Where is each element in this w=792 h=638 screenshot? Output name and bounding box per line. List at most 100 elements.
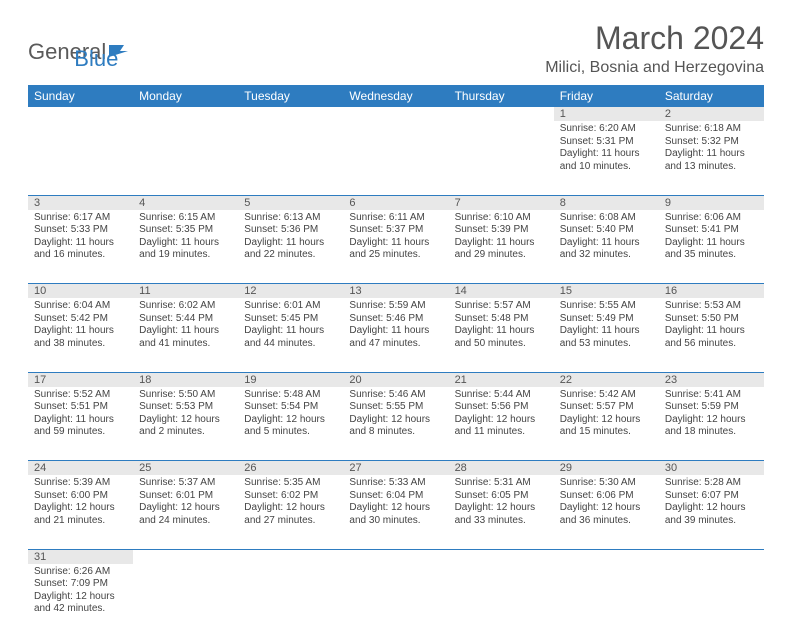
calendar-cell: Sunrise: 6:17 AMSunset: 5:33 PMDaylight:… [28, 210, 133, 284]
day-details: Sunrise: 5:57 AMSunset: 5:48 PMDaylight:… [449, 298, 554, 354]
calendar-cell: Sunrise: 5:55 AMSunset: 5:49 PMDaylight:… [554, 298, 659, 372]
calendar-row: Sunrise: 6:17 AMSunset: 5:33 PMDaylight:… [28, 210, 764, 284]
day-number-cell: 26 [238, 461, 343, 476]
calendar-cell: Sunrise: 6:01 AMSunset: 5:45 PMDaylight:… [238, 298, 343, 372]
day-number-cell: 4 [133, 195, 238, 210]
day-details: Sunrise: 5:41 AMSunset: 5:59 PMDaylight:… [659, 387, 764, 443]
day-details: Sunrise: 6:15 AMSunset: 5:35 PMDaylight:… [133, 210, 238, 266]
day-number-cell [28, 107, 133, 121]
location-text: Milici, Bosnia and Herzegovina [545, 59, 764, 77]
day-details: Sunrise: 5:39 AMSunset: 6:00 PMDaylight:… [28, 475, 133, 531]
day-details: Sunrise: 5:55 AMSunset: 5:49 PMDaylight:… [554, 298, 659, 354]
day-details: Sunrise: 5:31 AMSunset: 6:05 PMDaylight:… [449, 475, 554, 531]
weekday-header: Sunday [28, 85, 133, 107]
day-details: Sunrise: 5:33 AMSunset: 6:04 PMDaylight:… [343, 475, 448, 531]
day-number-cell [133, 107, 238, 121]
calendar-cell: Sunrise: 5:48 AMSunset: 5:54 PMDaylight:… [238, 387, 343, 461]
day-number-cell: 19 [238, 372, 343, 387]
day-details: Sunrise: 6:08 AMSunset: 5:40 PMDaylight:… [554, 210, 659, 266]
day-number-cell: 7 [449, 195, 554, 210]
day-number-cell: 15 [554, 284, 659, 299]
day-details: Sunrise: 6:17 AMSunset: 5:33 PMDaylight:… [28, 210, 133, 266]
calendar-cell [449, 121, 554, 195]
calendar-cell [133, 564, 238, 638]
daynum-row: 24252627282930 [28, 461, 764, 476]
day-number-cell: 25 [133, 461, 238, 476]
day-details: Sunrise: 6:10 AMSunset: 5:39 PMDaylight:… [449, 210, 554, 266]
day-number-cell: 13 [343, 284, 448, 299]
day-details: Sunrise: 5:35 AMSunset: 6:02 PMDaylight:… [238, 475, 343, 531]
day-details: Sunrise: 6:26 AMSunset: 7:09 PMDaylight:… [28, 564, 133, 620]
header: General Blue March 2024 Milici, Bosnia a… [28, 20, 764, 77]
calendar-cell: Sunrise: 6:11 AMSunset: 5:37 PMDaylight:… [343, 210, 448, 284]
daynum-row: 17181920212223 [28, 372, 764, 387]
calendar-body: 12Sunrise: 6:20 AMSunset: 5:31 PMDayligh… [28, 107, 764, 638]
calendar-cell: Sunrise: 6:10 AMSunset: 5:39 PMDaylight:… [449, 210, 554, 284]
day-number-cell: 22 [554, 372, 659, 387]
day-details: Sunrise: 5:52 AMSunset: 5:51 PMDaylight:… [28, 387, 133, 443]
daynum-row: 3456789 [28, 195, 764, 210]
day-number-cell [659, 549, 764, 564]
day-number-cell [343, 107, 448, 121]
calendar-cell: Sunrise: 5:53 AMSunset: 5:50 PMDaylight:… [659, 298, 764, 372]
day-number-cell: 8 [554, 195, 659, 210]
day-details: Sunrise: 5:28 AMSunset: 6:07 PMDaylight:… [659, 475, 764, 531]
calendar-cell: Sunrise: 5:39 AMSunset: 6:00 PMDaylight:… [28, 475, 133, 549]
day-details: Sunrise: 5:42 AMSunset: 5:57 PMDaylight:… [554, 387, 659, 443]
calendar-cell: Sunrise: 6:18 AMSunset: 5:32 PMDaylight:… [659, 121, 764, 195]
day-number-cell [449, 549, 554, 564]
day-number-cell: 9 [659, 195, 764, 210]
weekday-header: Monday [133, 85, 238, 107]
daynum-row: 31 [28, 549, 764, 564]
page-title: March 2024 [545, 20, 764, 57]
day-details: Sunrise: 5:48 AMSunset: 5:54 PMDaylight:… [238, 387, 343, 443]
day-details: Sunrise: 6:20 AMSunset: 5:31 PMDaylight:… [554, 121, 659, 177]
weekday-header: Wednesday [343, 85, 448, 107]
title-block: March 2024 Milici, Bosnia and Herzegovin… [545, 20, 764, 77]
day-number-cell [343, 549, 448, 564]
day-number-cell: 6 [343, 195, 448, 210]
day-details: Sunrise: 5:46 AMSunset: 5:55 PMDaylight:… [343, 387, 448, 443]
day-number-cell: 28 [449, 461, 554, 476]
day-details: Sunrise: 5:53 AMSunset: 5:50 PMDaylight:… [659, 298, 764, 354]
day-number-cell: 18 [133, 372, 238, 387]
day-details: Sunrise: 5:30 AMSunset: 6:06 PMDaylight:… [554, 475, 659, 531]
calendar-row: Sunrise: 5:52 AMSunset: 5:51 PMDaylight:… [28, 387, 764, 461]
calendar-cell [28, 121, 133, 195]
weekday-header: Thursday [449, 85, 554, 107]
day-number-cell [554, 549, 659, 564]
day-number-cell: 1 [554, 107, 659, 121]
day-number-cell: 16 [659, 284, 764, 299]
calendar-cell [449, 564, 554, 638]
day-number-cell: 5 [238, 195, 343, 210]
calendar-row: Sunrise: 6:04 AMSunset: 5:42 PMDaylight:… [28, 298, 764, 372]
day-details: Sunrise: 6:04 AMSunset: 5:42 PMDaylight:… [28, 298, 133, 354]
calendar-cell: Sunrise: 5:44 AMSunset: 5:56 PMDaylight:… [449, 387, 554, 461]
day-details: Sunrise: 6:18 AMSunset: 5:32 PMDaylight:… [659, 121, 764, 177]
day-number-cell: 30 [659, 461, 764, 476]
calendar-cell: Sunrise: 5:59 AMSunset: 5:46 PMDaylight:… [343, 298, 448, 372]
calendar-cell: Sunrise: 5:30 AMSunset: 6:06 PMDaylight:… [554, 475, 659, 549]
calendar-cell [659, 564, 764, 638]
logo: General Blue [28, 32, 118, 72]
weekday-header: Saturday [659, 85, 764, 107]
calendar-cell: Sunrise: 6:15 AMSunset: 5:35 PMDaylight:… [133, 210, 238, 284]
calendar-row: Sunrise: 5:39 AMSunset: 6:00 PMDaylight:… [28, 475, 764, 549]
day-details: Sunrise: 5:50 AMSunset: 5:53 PMDaylight:… [133, 387, 238, 443]
day-number-cell: 21 [449, 372, 554, 387]
calendar-cell: Sunrise: 5:41 AMSunset: 5:59 PMDaylight:… [659, 387, 764, 461]
calendar-row: Sunrise: 6:20 AMSunset: 5:31 PMDaylight:… [28, 121, 764, 195]
calendar-cell: Sunrise: 5:37 AMSunset: 6:01 PMDaylight:… [133, 475, 238, 549]
day-details: Sunrise: 6:11 AMSunset: 5:37 PMDaylight:… [343, 210, 448, 266]
calendar-cell [343, 121, 448, 195]
day-number-cell: 20 [343, 372, 448, 387]
calendar-cell [554, 564, 659, 638]
day-number-cell: 27 [343, 461, 448, 476]
calendar-cell: Sunrise: 6:02 AMSunset: 5:44 PMDaylight:… [133, 298, 238, 372]
day-number-cell: 24 [28, 461, 133, 476]
calendar-cell: Sunrise: 6:06 AMSunset: 5:41 PMDaylight:… [659, 210, 764, 284]
calendar-cell: Sunrise: 5:46 AMSunset: 5:55 PMDaylight:… [343, 387, 448, 461]
day-number-cell: 23 [659, 372, 764, 387]
calendar-cell: Sunrise: 5:33 AMSunset: 6:04 PMDaylight:… [343, 475, 448, 549]
day-details: Sunrise: 6:13 AMSunset: 5:36 PMDaylight:… [238, 210, 343, 266]
